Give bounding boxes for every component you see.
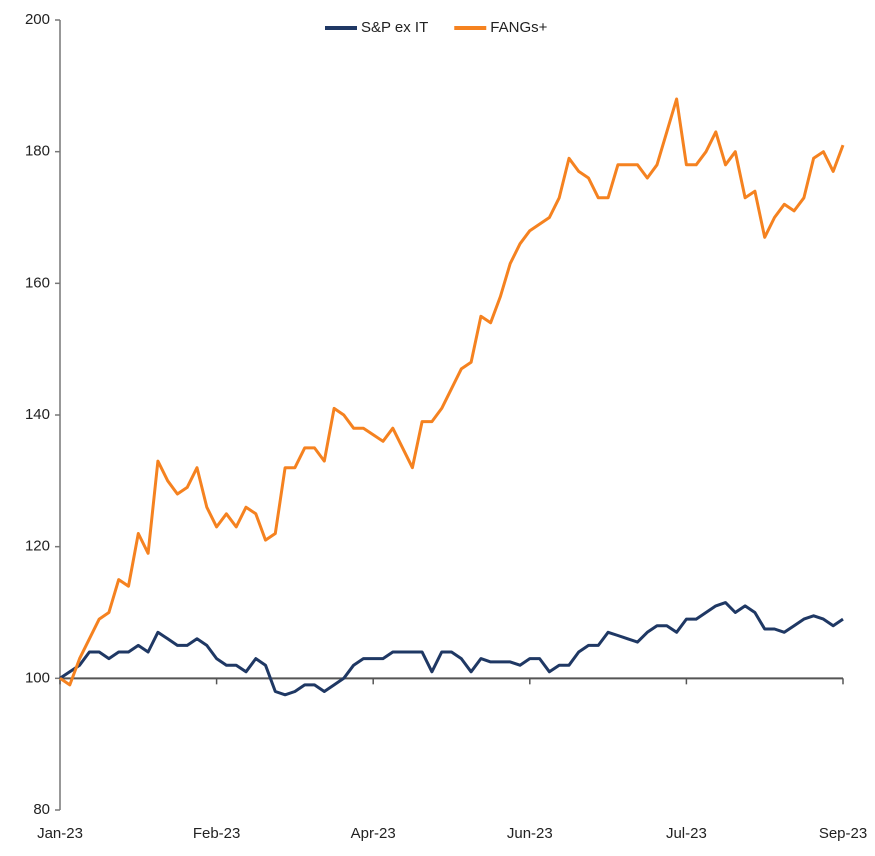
- x-tick-label: Jun-23: [507, 825, 553, 842]
- y-tick-label: 80: [33, 801, 50, 818]
- series-line: [59, 97, 845, 687]
- legend-label: FANGs+: [490, 19, 547, 36]
- x-tick-label: Feb-23: [193, 825, 241, 842]
- y-tick-label: 160: [25, 274, 50, 291]
- y-tick-label: 140: [25, 406, 50, 423]
- x-tick-label: Jan-23: [37, 825, 83, 842]
- y-tick-label: 100: [25, 669, 50, 686]
- legend-label: S&P ex IT: [361, 19, 428, 36]
- y-tick-label: 180: [25, 143, 50, 160]
- y-tick-label: 200: [25, 11, 50, 28]
- series-line: [59, 601, 844, 697]
- x-tick-label: Sep-23: [819, 825, 867, 842]
- y-tick-label: 120: [25, 538, 50, 555]
- x-tick-label: Jul-23: [666, 825, 707, 842]
- x-tick-label: Apr-23: [351, 825, 396, 842]
